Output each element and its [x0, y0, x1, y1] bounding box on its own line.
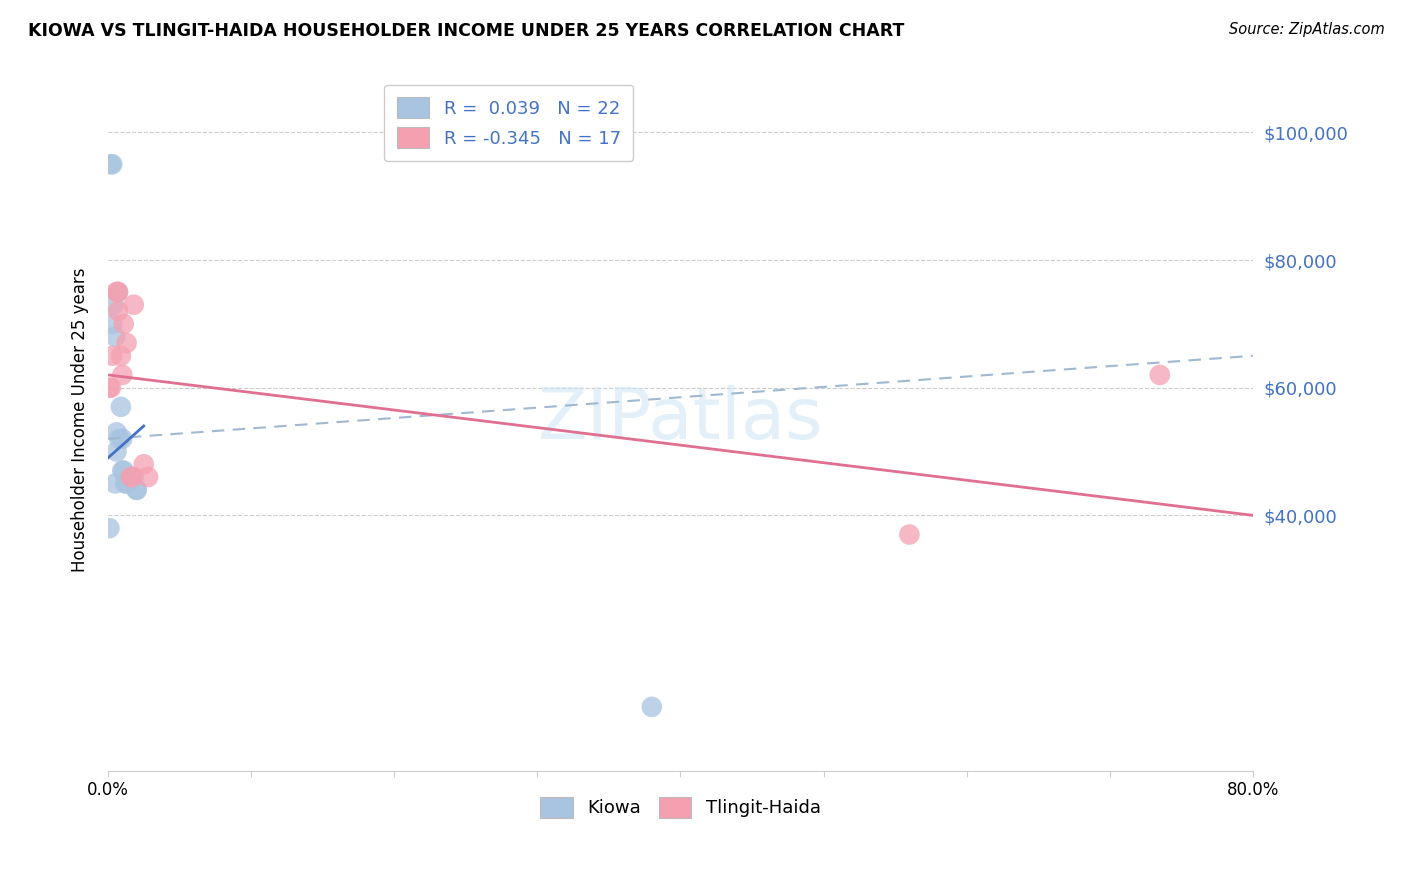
Point: [121, 470, 143, 484]
Point: [115, 336, 138, 351]
Point: [112, 464, 135, 478]
Point: [111, 432, 134, 446]
Point: [1149, 368, 1171, 382]
Text: KIOWA VS TLINGIT-HAIDA HOUSEHOLDER INCOME UNDER 25 YEARS CORRELATION CHART: KIOWA VS TLINGIT-HAIDA HOUSEHOLDER INCOM…: [28, 22, 904, 40]
Point: [898, 527, 921, 541]
Point: [105, 444, 128, 458]
Legend: Kiowa, Tlingit-Haida: Kiowa, Tlingit-Haida: [533, 789, 828, 825]
Point: [132, 458, 155, 472]
Text: Source: ZipAtlas.com: Source: ZipAtlas.com: [1229, 22, 1385, 37]
Point: [107, 285, 129, 299]
Point: [108, 432, 131, 446]
Point: [136, 470, 159, 484]
Point: [101, 349, 124, 363]
Point: [107, 304, 129, 318]
Point: [101, 317, 124, 331]
Point: [104, 476, 127, 491]
Point: [111, 368, 134, 382]
Point: [111, 464, 134, 478]
Text: ZIPatlas: ZIPatlas: [537, 385, 824, 454]
Point: [120, 470, 142, 484]
Point: [105, 285, 128, 299]
Point: [641, 699, 664, 714]
Point: [110, 400, 132, 414]
Point: [110, 349, 132, 363]
Point: [125, 483, 148, 497]
Point: [112, 317, 135, 331]
Point: [121, 470, 143, 484]
Point: [122, 470, 145, 484]
Point: [98, 521, 121, 535]
Point: [98, 381, 121, 395]
Point: [115, 476, 138, 491]
Point: [100, 157, 122, 171]
Point: [105, 425, 128, 440]
Point: [104, 329, 127, 343]
Point: [100, 381, 122, 395]
Y-axis label: Householder Income Under 25 years: Householder Income Under 25 years: [72, 268, 89, 572]
Point: [125, 483, 148, 497]
Point: [101, 157, 124, 171]
Point: [103, 298, 125, 312]
Point: [114, 476, 136, 491]
Point: [107, 285, 129, 299]
Point: [122, 298, 145, 312]
